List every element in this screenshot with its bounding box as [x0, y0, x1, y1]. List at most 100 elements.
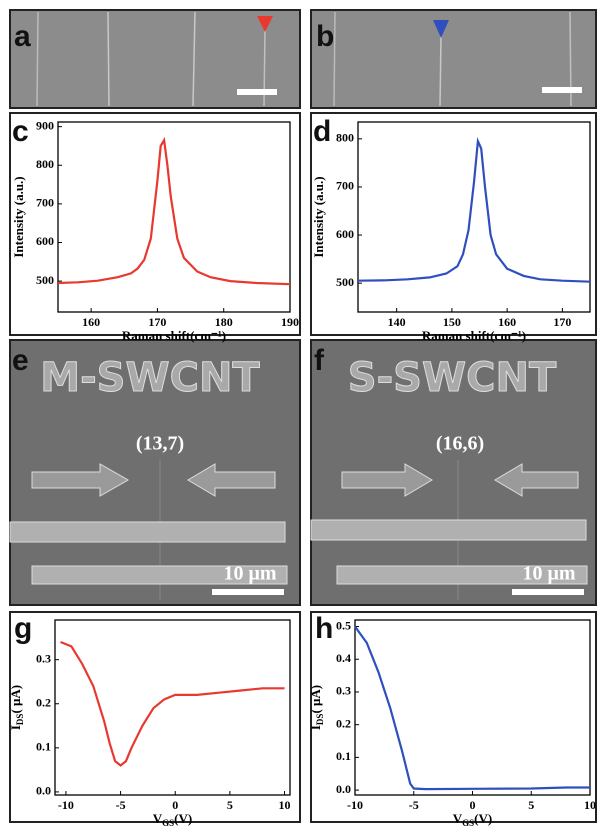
- x-tick-label: 0: [470, 798, 476, 812]
- y-tick-label: 900: [36, 118, 54, 132]
- x-tick-label: 10: [584, 798, 596, 812]
- y-axis-label-main: I: [8, 725, 23, 730]
- y-tick-label: 0.0: [36, 784, 51, 798]
- panel-letter: d: [313, 115, 331, 148]
- data-line: [57, 136, 291, 286]
- electrode-arrow: [31, 463, 130, 497]
- device-label: M-SWCNT: [40, 355, 260, 401]
- nanotube: [107, 11, 110, 107]
- x-tick-label: 160: [82, 315, 100, 329]
- x-axis-label: VGS(V): [153, 811, 192, 827]
- scale-label: 10 μm: [224, 563, 277, 585]
- panel-letter: f: [314, 344, 325, 377]
- chirality: (13,7): [136, 433, 184, 455]
- data-line: [60, 640, 285, 767]
- x-tick-label: 5: [227, 798, 233, 812]
- y-tick-label: 500: [336, 275, 354, 289]
- panel-frame: [310, 112, 597, 336]
- scale-bar: [542, 87, 582, 93]
- y-tick-label: 0.3: [336, 684, 351, 698]
- y-tick-label: 0.5: [336, 618, 351, 632]
- electrode: [336, 565, 588, 585]
- y-axis-label: Intensity (a.u.): [311, 176, 326, 257]
- electrode-arrow: [494, 463, 579, 497]
- nanotube: [333, 11, 336, 107]
- x-tick-label: 140: [388, 315, 406, 329]
- panel-frame: [9, 112, 301, 336]
- panel-letter: b: [316, 20, 334, 53]
- x-tick-label: 180: [215, 315, 233, 329]
- x-tick-label: 170: [553, 315, 571, 329]
- y-axis-label-rest: ( μA): [8, 685, 23, 714]
- panel-letter: a: [14, 20, 31, 53]
- x-axis-label-sub: GS: [162, 818, 174, 827]
- y-tick-label: 700: [36, 196, 54, 210]
- x-axis-label-rest: (V): [474, 811, 492, 826]
- y-tick-label: 500: [36, 273, 54, 287]
- y-tick-label: 0.4: [336, 651, 351, 665]
- y-tick-label: 0.1: [36, 740, 51, 754]
- x-tick-label: 10: [279, 798, 291, 812]
- x-axis-label-sub: GS: [462, 818, 474, 827]
- y-axis-label-sub: DS: [315, 714, 325, 726]
- x-tick-label: 5: [528, 798, 534, 812]
- x-axis-label: Raman shift(cm⁻¹): [122, 328, 226, 343]
- panel-letter: g: [14, 612, 32, 645]
- panel-letter: c: [12, 115, 29, 148]
- x-tick-label: 190: [281, 315, 299, 329]
- y-tick-label: 600: [336, 227, 354, 241]
- scale-label: 10 μm: [523, 563, 576, 585]
- x-axis-label-main: V: [453, 811, 463, 826]
- nanotube: [192, 11, 196, 107]
- y-tick-label: 800: [36, 157, 54, 171]
- panel-frame: [9, 611, 301, 823]
- x-tick-label: 0: [172, 798, 178, 812]
- y-axis-label-sub: DS: [15, 714, 25, 726]
- plot-frame: [357, 121, 591, 313]
- nanotube: [36, 11, 39, 107]
- electrode-arrow: [341, 463, 433, 497]
- y-axis-label-rest: ( μA): [308, 685, 323, 714]
- x-tick-label: -10: [347, 798, 363, 812]
- y-axis-label-main: I: [308, 725, 323, 730]
- scale-bar: [212, 589, 284, 595]
- chirality: (16,6): [436, 433, 484, 455]
- arrow: [433, 20, 449, 38]
- y-axis-label: IDS( μA): [308, 685, 325, 730]
- electrode: [31, 565, 288, 585]
- x-tick-label: 150: [443, 315, 461, 329]
- panel-letter: h: [315, 612, 333, 645]
- y-tick-label: 800: [336, 131, 354, 145]
- scale-bar: [512, 589, 584, 595]
- x-tick-label: 170: [148, 315, 166, 329]
- x-axis-label: Raman shift(cm⁻¹): [422, 328, 526, 343]
- panel-letter: e: [12, 344, 29, 377]
- x-axis-label-main: V: [153, 811, 163, 826]
- y-tick-label: 0.1: [336, 749, 351, 763]
- y-tick-label: 700: [336, 179, 354, 193]
- arrow: [257, 16, 273, 32]
- x-tick-label: -10: [58, 798, 74, 812]
- y-tick-label: 0.2: [36, 696, 51, 710]
- nanotube: [439, 35, 442, 107]
- plot-frame: [54, 619, 291, 796]
- x-tick-label: -5: [116, 798, 126, 812]
- x-axis-label-rest: (V): [174, 811, 192, 826]
- y-axis-label: Intensity (a.u.): [11, 176, 26, 257]
- x-axis-label: VGS(V): [453, 811, 492, 827]
- plot-frame: [57, 121, 291, 313]
- y-axis-label: IDS( μA): [8, 685, 25, 730]
- y-tick-label: 0.2: [336, 716, 351, 730]
- electrode: [310, 519, 587, 541]
- electrode-arrow: [187, 463, 276, 497]
- panel-frame: [310, 611, 597, 823]
- scale-bar: [237, 89, 277, 95]
- x-tick-label: -5: [409, 798, 419, 812]
- device-label: S-SWCNT: [348, 355, 557, 401]
- data-line: [357, 136, 591, 283]
- electrode: [9, 521, 286, 543]
- y-tick-label: 0.3: [36, 651, 51, 665]
- y-tick-label: 600: [36, 234, 54, 248]
- sem-image: [310, 9, 597, 109]
